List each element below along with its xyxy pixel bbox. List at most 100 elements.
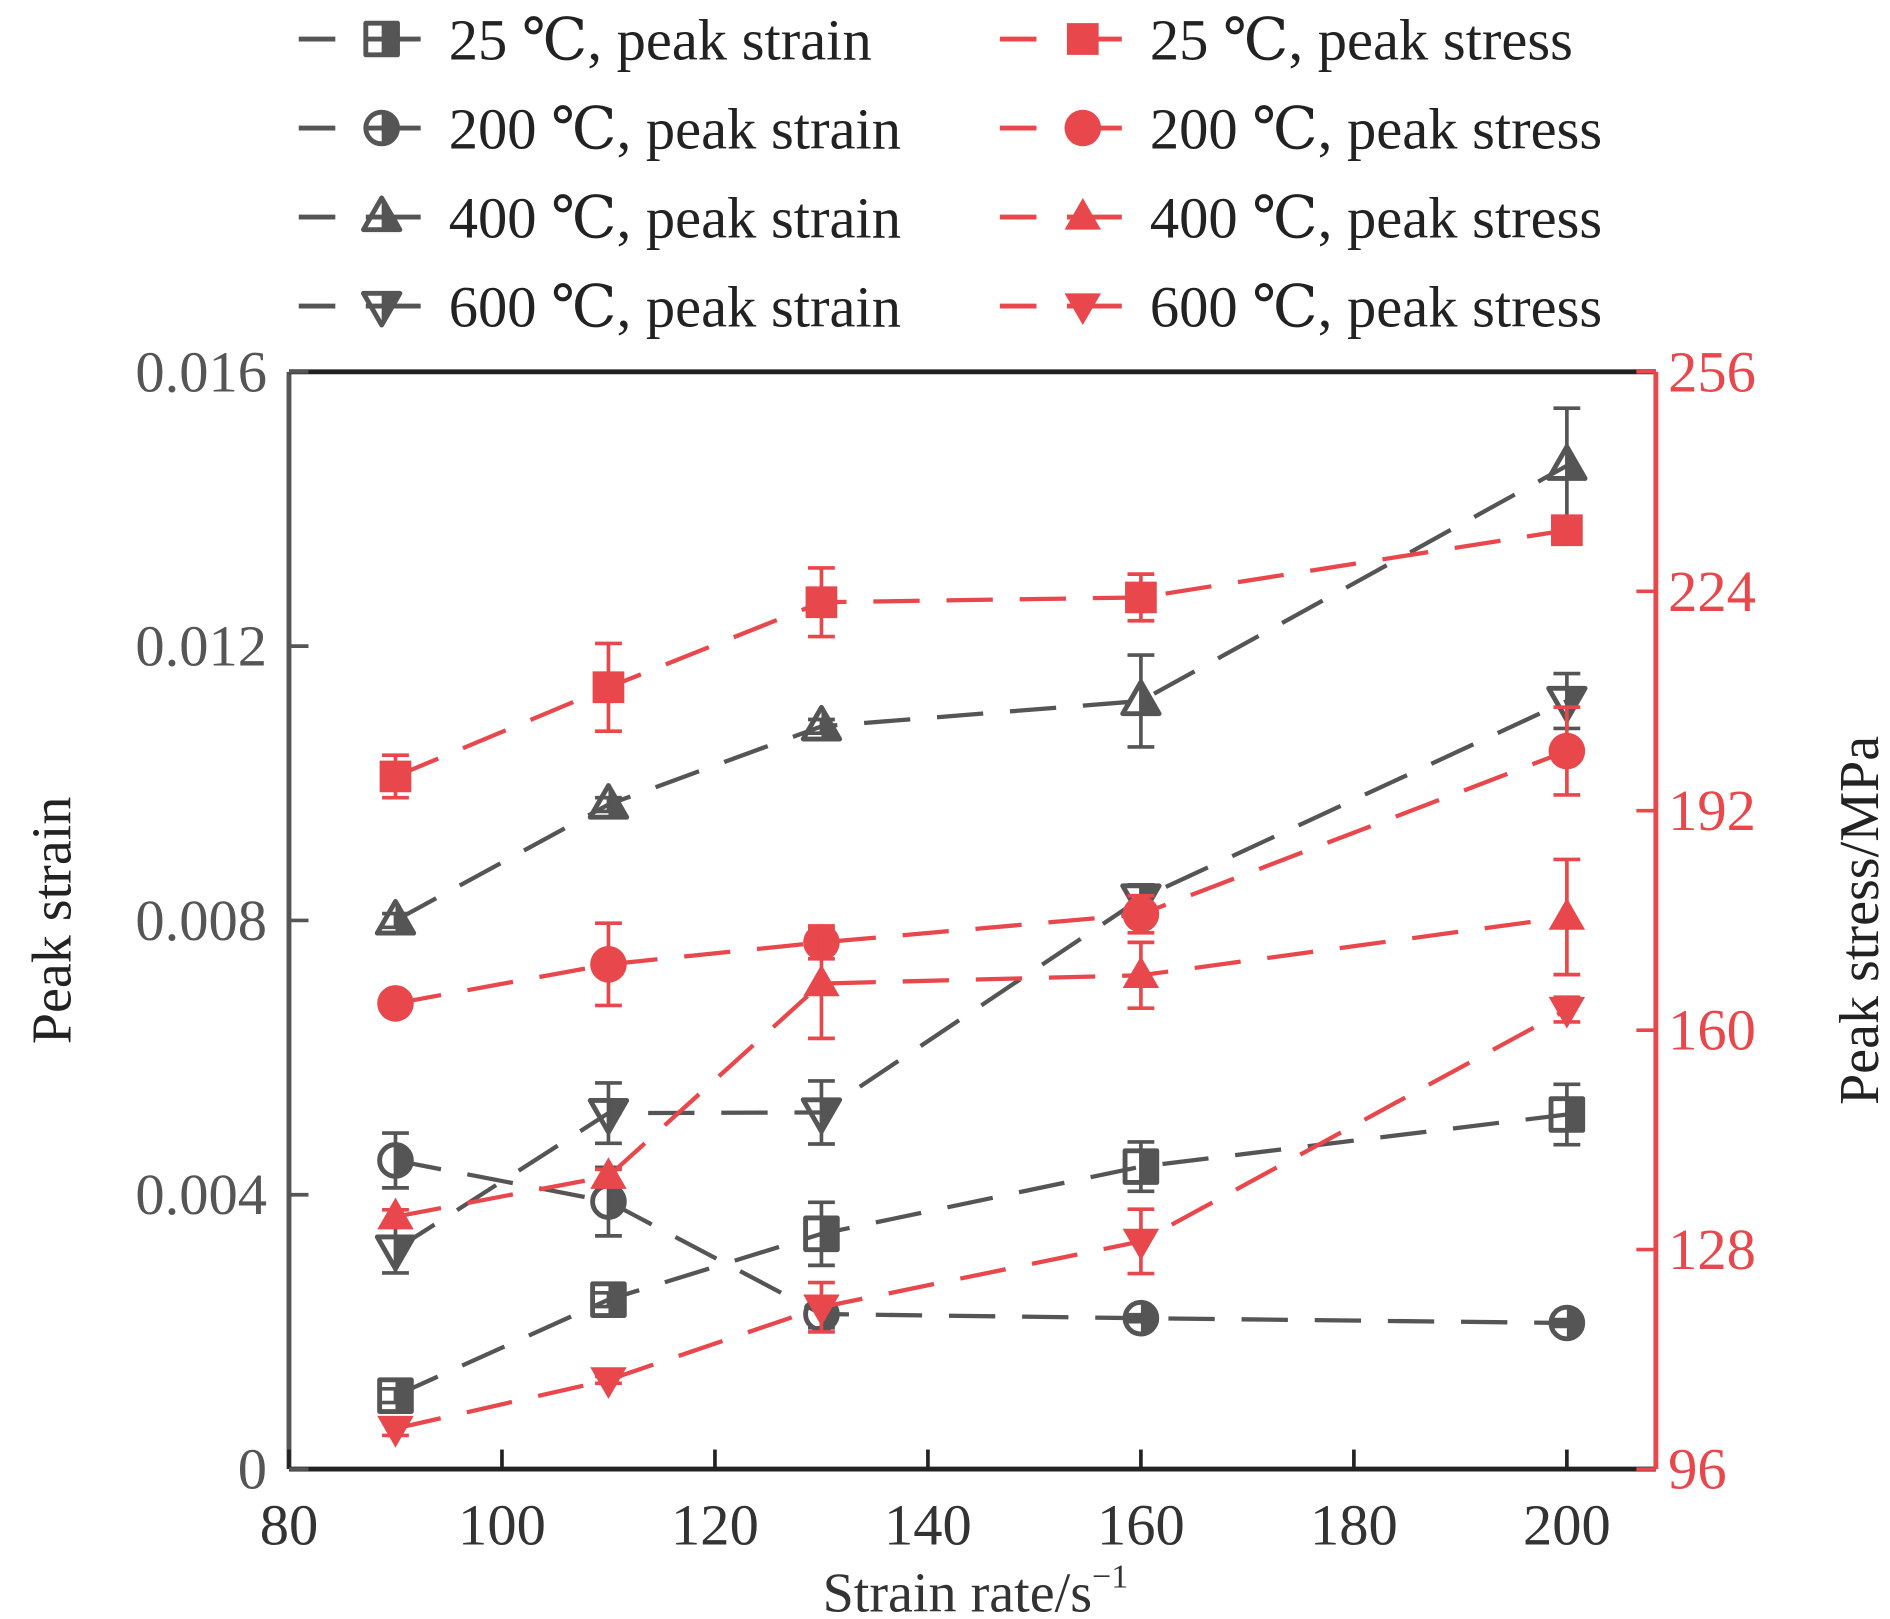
series-line — [394, 528, 1568, 779]
y2-axis-label: Peak stress/MPa — [1829, 736, 1890, 1105]
marker-triangle-down-half — [587, 1098, 630, 1135]
marker-outline — [1122, 1148, 1160, 1185]
marker-triangle-down — [377, 1415, 414, 1448]
marker-outline — [800, 704, 843, 742]
y-tick-label: 0.004 — [135, 1162, 267, 1227]
marker-outline — [363, 109, 400, 147]
marker-triangle-up-half — [587, 783, 630, 820]
series-line — [394, 463, 1568, 923]
marker-square — [1066, 23, 1099, 55]
marker-shape — [1064, 109, 1102, 147]
marker-circle-half — [590, 1183, 627, 1220]
marker-square-half — [1122, 1148, 1160, 1185]
y2-tick-label: 192 — [1668, 778, 1756, 843]
marker-square — [379, 760, 412, 793]
y2-tick-label: 160 — [1668, 998, 1756, 1063]
marker-triangle-up-half — [360, 195, 403, 233]
x-axis-label: Strain rate/s−1 — [823, 1558, 1129, 1619]
marker-shape — [377, 1415, 414, 1448]
series-2 — [374, 406, 1588, 936]
marker-shape — [592, 671, 625, 704]
marker-circle — [1548, 732, 1586, 770]
marker-fill — [395, 1379, 412, 1412]
x-tick-label: 140 — [884, 1493, 972, 1558]
marker-shape — [803, 964, 840, 997]
marker-triangle-up — [803, 964, 840, 997]
marker-outline — [803, 1215, 840, 1253]
series-line — [395, 1007, 1568, 1431]
marker-outline — [587, 783, 630, 820]
marker-fill — [608, 1283, 625, 1316]
marker-outline — [1546, 685, 1588, 723]
legend-item: 200 ℃, peak stress — [999, 97, 1602, 162]
y-tick-label: 0.016 — [135, 339, 267, 404]
marker-triangle-down-half — [1546, 685, 1588, 723]
marker-circle-half — [1548, 1304, 1586, 1342]
marker-shape — [377, 1197, 414, 1230]
series-1 — [377, 1131, 1586, 1342]
marker-triangle-up — [1064, 197, 1102, 230]
marker-triangle-down-half — [800, 1097, 843, 1134]
x-tick-label: 80 — [260, 1493, 319, 1558]
marker-outline — [374, 898, 417, 936]
legend-item: 25 ℃, peak stress — [999, 8, 1573, 73]
series-line — [394, 699, 1568, 1252]
y2-tick-label: 128 — [1668, 1217, 1756, 1282]
series-0 — [377, 1082, 1586, 1414]
marker-outline — [377, 1377, 414, 1414]
marker-triangle-down — [803, 1294, 840, 1327]
marker-fill — [381, 23, 398, 55]
marker-square — [1125, 581, 1157, 614]
marker-triangle-down — [1548, 996, 1586, 1029]
y2-tick-label: 256 — [1668, 339, 1756, 404]
marker-triangle-down — [590, 1367, 627, 1399]
marker-triangle-down — [1064, 293, 1102, 326]
marker-outline — [1122, 1299, 1160, 1337]
marker-shape — [377, 985, 414, 1022]
marker-triangle-down — [1122, 1228, 1160, 1261]
marker-triangle-up-half — [1120, 679, 1162, 717]
marker-square — [805, 586, 838, 619]
marker-fill — [1140, 681, 1160, 714]
legend-label: 200 ℃, peak strain — [449, 97, 901, 162]
series-5 — [377, 705, 1586, 1022]
y-tick-label: 0.012 — [135, 614, 267, 679]
y-axis-label: Peak strain — [22, 797, 84, 1045]
marker-square-half — [377, 1377, 414, 1414]
axes: 80 100 120 140 160 180 200 0 0.004 0.008 0.012 0.01… — [135, 339, 1756, 1557]
marker-outline — [1548, 1304, 1586, 1342]
marker-triangle-up-half — [800, 704, 843, 742]
marker-triangle-down-half — [360, 290, 403, 328]
series-7 — [377, 995, 1586, 1448]
legend-label: 25 ℃, peak strain — [449, 8, 872, 73]
marker-triangle-down-half — [374, 1234, 417, 1272]
marker-shape — [590, 1157, 627, 1189]
marker-outline — [377, 1142, 414, 1179]
legend-item: 600 ℃, peak stress — [999, 275, 1602, 340]
marker-triangle-up — [590, 1157, 627, 1189]
x-tick-label: 200 — [1523, 1493, 1611, 1558]
plot-area — [374, 406, 1588, 1448]
marker-outline — [1120, 679, 1162, 717]
marker-circle — [1122, 895, 1160, 933]
marker-outline — [1548, 1096, 1586, 1133]
marker-shape — [1064, 197, 1102, 230]
legend-label: 600 ℃, peak strain — [449, 275, 901, 340]
x-tick-label: 180 — [1310, 1493, 1398, 1558]
marker-shape — [1122, 895, 1160, 933]
marker-outline — [590, 1281, 627, 1318]
marker-square-half — [590, 1281, 627, 1318]
marker-square-half — [363, 20, 400, 58]
marker-fill — [821, 1099, 840, 1132]
legend-item: 25 ℃, peak strain — [298, 8, 872, 73]
marker-shape — [1122, 956, 1160, 988]
marker-fill — [821, 1217, 838, 1250]
marker-outline — [363, 20, 400, 58]
marker-triangle-up-half — [1546, 444, 1588, 481]
marker-fill — [1566, 446, 1586, 479]
series-6 — [377, 857, 1586, 1230]
marker-square — [1551, 514, 1583, 547]
marker-outline — [1546, 444, 1588, 481]
x-tick-label: 120 — [671, 1493, 759, 1558]
marker-triangle-up — [1548, 897, 1586, 930]
